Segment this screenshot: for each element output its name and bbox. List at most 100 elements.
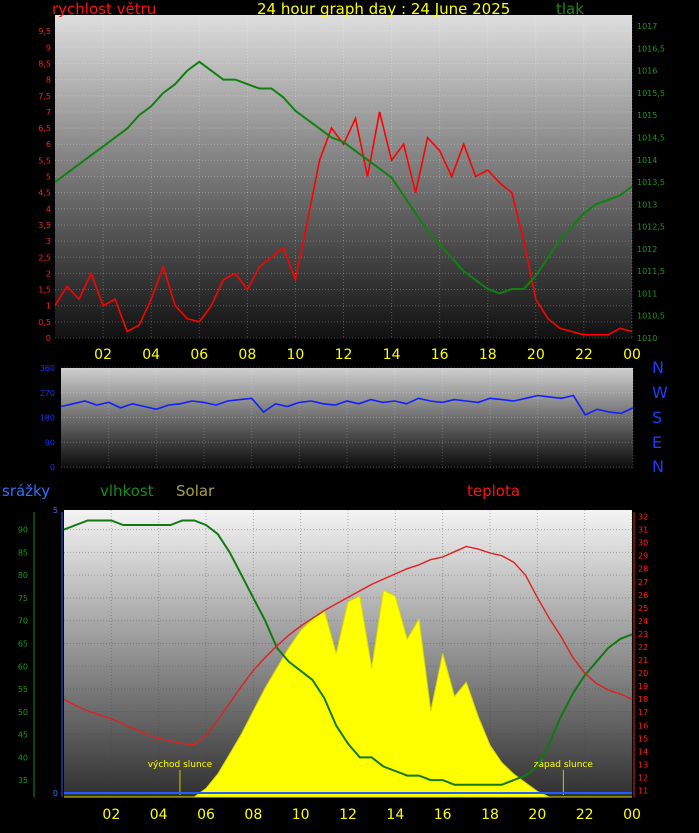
hour-tick-label: 14 xyxy=(386,807,404,823)
wind-axis-tick-label: 9,5 xyxy=(38,27,51,36)
compass-w: W xyxy=(652,383,668,402)
temperature-axis-tick-label: 16 xyxy=(638,721,648,730)
temperature-axis-tick-label: 17 xyxy=(638,708,648,717)
hour-tick-label: 12 xyxy=(335,347,353,363)
compass-n-bottom: N xyxy=(652,457,664,476)
pressure-axis-tick-label: 1011 xyxy=(637,289,657,298)
humidity-line xyxy=(63,519,633,786)
wind-axis-tick-label: 6,5 xyxy=(38,124,51,133)
hour-tick-label: 00 xyxy=(623,807,641,823)
rain-axis-tick-label: 0 xyxy=(53,789,58,798)
temperature-axis-tick-label: 22 xyxy=(638,643,648,652)
temperature-axis-tick-label: 14 xyxy=(638,747,648,756)
pressure-axis-tick-label: 1012,5 xyxy=(637,223,665,232)
humidity-axis-tick-label: 35 xyxy=(18,776,28,785)
hour-tick-label: 02 xyxy=(94,347,112,363)
wind-axis-tick-label: 2,5 xyxy=(38,253,51,262)
pressure-axis-tick-label: 1017 xyxy=(637,22,657,31)
wind-axis-tick-label: 8 xyxy=(46,76,51,85)
rain-axis-tick-label: 5 xyxy=(53,506,58,515)
wind-axis-tick-label: 0 xyxy=(46,334,51,343)
hour-tick-label: 04 xyxy=(142,347,160,363)
hour-tick-label: 22 xyxy=(576,807,594,823)
wind-speed-label: rychlost větru xyxy=(52,0,156,18)
pressure-axis-tick-label: 1015 xyxy=(637,111,657,120)
hour-tick-label: 14 xyxy=(383,347,401,363)
compass-e: E xyxy=(652,433,662,452)
wind-axis-tick-label: 1,5 xyxy=(38,286,51,295)
wind-axis-tick-label: 9 xyxy=(46,43,51,52)
wind-axis-tick-label: 5,5 xyxy=(38,156,51,165)
wind-axis-tick-label: 2 xyxy=(46,269,51,278)
hour-tick-label: 04 xyxy=(150,807,168,823)
hour-tick-label: 06 xyxy=(197,807,215,823)
humidity-axis-tick-label: 40 xyxy=(18,753,28,762)
direction-axis-tick-label: 180 xyxy=(40,414,55,423)
wind-axis-tick-label: 8,5 xyxy=(38,59,51,68)
hour-tick-label: 10 xyxy=(287,347,305,363)
wind-axis-tick-label: 3,5 xyxy=(38,221,51,230)
hour-tick-label: 16 xyxy=(431,347,449,363)
pressure-axis-tick-label: 1010,5 xyxy=(637,312,665,321)
direction-axis-tick-label: 270 xyxy=(40,389,55,398)
hour-tick-label: 06 xyxy=(190,347,208,363)
pressure-axis-tick-label: 1016 xyxy=(637,67,657,76)
humidity-label: vlhkost xyxy=(100,482,154,500)
temperature-axis-tick-label: 18 xyxy=(638,695,648,704)
temperature-axis-tick-label: 23 xyxy=(638,630,648,639)
pressure-line xyxy=(54,60,633,295)
wind-axis-tick-label: 5 xyxy=(46,173,51,182)
wind-axis-tick-label: 7,5 xyxy=(38,92,51,101)
pressure-axis-tick-label: 1012 xyxy=(637,245,657,254)
hour-tick-label: 02 xyxy=(102,807,120,823)
humidity-axis-tick-label: 90 xyxy=(18,526,28,535)
pressure-label: tlak xyxy=(556,0,584,18)
humidity-axis-tick-label: 65 xyxy=(18,639,28,648)
wind-axis-tick-label: 0,5 xyxy=(38,318,51,327)
hour-tick-label: 18 xyxy=(479,347,497,363)
wind-direction-line xyxy=(60,394,634,416)
humidity-axis-tick-label: 85 xyxy=(18,548,28,557)
hour-tick-label: 08 xyxy=(238,347,256,363)
pressure-axis-tick-label: 1013,5 xyxy=(637,178,665,187)
wind-axis-tick-label: 1 xyxy=(46,302,51,311)
wind-axis-tick-label: 4,5 xyxy=(38,189,51,198)
pressure-axis-tick-label: 1011,5 xyxy=(637,267,665,276)
humidity-axis-tick-label: 60 xyxy=(18,662,28,671)
temperature-axis-tick-label: 21 xyxy=(638,656,648,665)
wind-pressure-plot-area xyxy=(55,15,632,338)
temperature-axis-tick-label: 30 xyxy=(638,539,648,548)
hour-tick-label: 18 xyxy=(481,807,499,823)
pressure-axis-tick-label: 1013 xyxy=(637,200,657,209)
chart-title: 24 hour graph day : 24 June 2025 xyxy=(257,0,510,18)
temperature-axis-tick-label: 29 xyxy=(638,552,648,561)
temperature-axis-tick-label: 24 xyxy=(638,617,648,626)
temperature-axis-tick-label: 31 xyxy=(638,526,648,535)
rain-label: srážky xyxy=(2,482,50,500)
temperature-axis-tick-label: 28 xyxy=(638,565,648,574)
hour-tick-label: 20 xyxy=(527,347,545,363)
hour-tick-label: 20 xyxy=(528,807,546,823)
temperature-line xyxy=(63,545,633,746)
temperature-axis-tick-label: 27 xyxy=(638,578,648,587)
temperature-axis-tick-label: 15 xyxy=(638,734,648,743)
hour-tick-label: 22 xyxy=(575,347,593,363)
hour-tick-label: 16 xyxy=(434,807,452,823)
pressure-axis-tick-label: 1016,5 xyxy=(637,44,665,53)
pressure-axis-tick-label: 1015,5 xyxy=(637,89,665,98)
humidity-axis-tick-label: 75 xyxy=(18,594,28,603)
temperature-label: teplota xyxy=(467,482,520,500)
pressure-axis-tick-label: 1010 xyxy=(637,334,657,343)
temperature-axis-tick-label: 12 xyxy=(638,773,648,782)
solar-radiation-area xyxy=(64,589,632,798)
humidity-axis-tick-label: 50 xyxy=(18,708,28,717)
temperature-axis-tick-label: 13 xyxy=(638,760,648,769)
temperature-axis-tick-label: 11 xyxy=(638,786,648,795)
humidity-axis-tick-label: 70 xyxy=(18,617,28,626)
pressure-axis-tick-label: 1014,5 xyxy=(637,134,665,143)
direction-plot-area xyxy=(61,368,633,469)
sun-event-label: východ slunce xyxy=(148,760,213,770)
hour-tick-label: 00 xyxy=(623,347,641,363)
humidity-axis-tick-label: 55 xyxy=(18,685,28,694)
